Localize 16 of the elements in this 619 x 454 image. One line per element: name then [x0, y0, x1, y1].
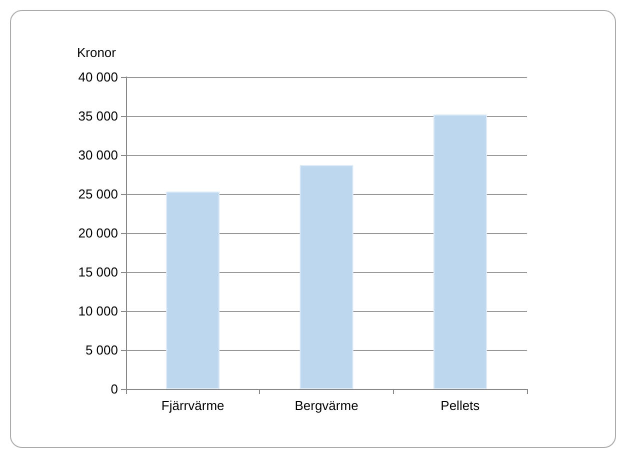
x-tick-label: Pellets	[440, 398, 480, 413]
y-tick-label: 30 000	[78, 148, 118, 162]
bar	[300, 165, 354, 389]
y-axis-title: Kronor	[76, 45, 117, 60]
bar	[166, 192, 220, 389]
x-tick-label: Fjärrvärme	[161, 398, 224, 413]
y-tick-label: 40 000	[78, 70, 118, 84]
y-tick-label: 5 000	[85, 342, 118, 358]
y-tick-label: 25 000	[78, 186, 118, 202]
bar	[433, 114, 487, 389]
y-tick-label: 15 000	[78, 264, 118, 280]
y-tick-label: 20 000	[78, 226, 118, 240]
y-tick-label: 35 000	[78, 108, 118, 124]
x-tick-label: Bergvärme	[294, 398, 358, 413]
y-tick-label: 10 000	[78, 304, 118, 318]
y-tick-label: 0	[110, 382, 118, 396]
